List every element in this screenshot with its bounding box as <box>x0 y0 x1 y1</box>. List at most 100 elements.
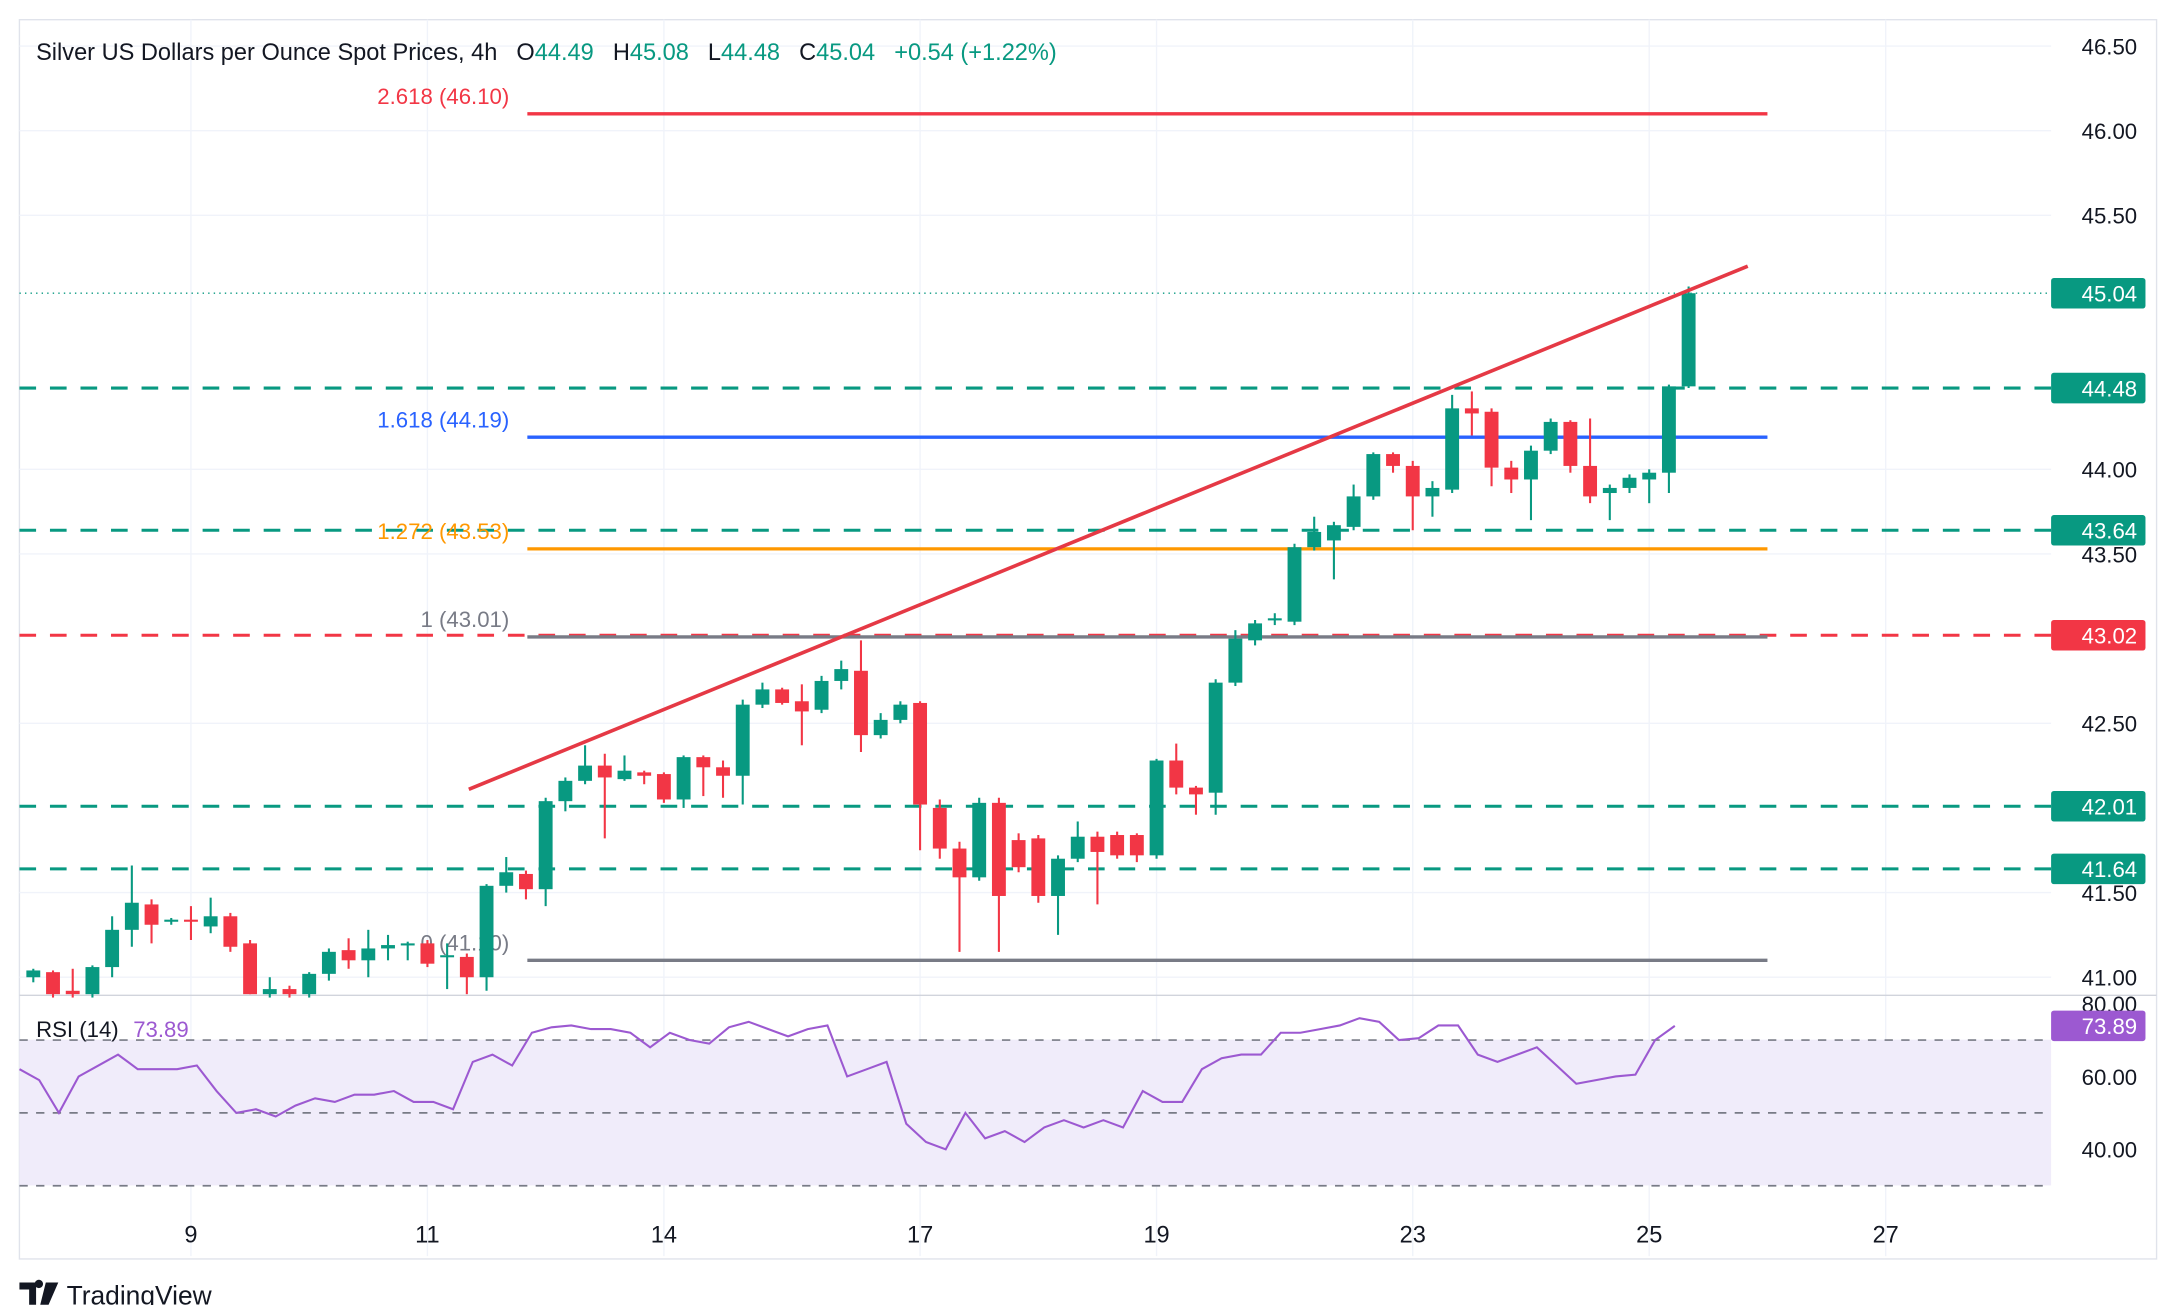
fibonacci-extension[interactable]: 2.618 (46.10) 1.618 (44.19) 1.272 (43.53) 1… <box>377 84 1768 962</box>
rsi-tick-label: 40.00 <box>2082 1138 2138 1163</box>
candle <box>873 713 888 739</box>
candle-body <box>1681 293 1696 387</box>
candle-body <box>775 689 790 703</box>
price-tick-label: 41.00 <box>2082 966 2138 991</box>
candle-body <box>1583 465 1598 497</box>
candle-body <box>1445 408 1460 490</box>
level-badge-label: 43.02 <box>2082 624 2138 649</box>
candle <box>420 939 435 968</box>
candle-body <box>1031 838 1046 896</box>
level-badge-label: 41.64 <box>2082 857 2138 882</box>
candle-body <box>1425 487 1440 497</box>
candle-body <box>558 780 573 802</box>
candle-body <box>1366 454 1381 497</box>
candle <box>578 745 593 785</box>
candle <box>105 916 120 978</box>
candle <box>1464 391 1479 436</box>
candle-body <box>1504 467 1519 480</box>
candle <box>794 684 809 746</box>
candle <box>459 953 474 995</box>
candle-body <box>1129 835 1144 856</box>
candle <box>913 701 928 851</box>
candle <box>1090 831 1105 905</box>
time-axis[interactable]: 9 11 14 17 19 23 25 27 <box>184 1221 1898 1247</box>
candle <box>1622 474 1637 494</box>
candle-body <box>696 757 711 768</box>
candle-body <box>597 765 612 778</box>
candle <box>223 912 238 952</box>
candle-body <box>243 943 258 995</box>
candle <box>519 870 533 900</box>
low-label: L <box>708 39 721 65</box>
candle-body <box>262 989 277 995</box>
candle <box>1307 516 1322 551</box>
fib-level-label: 1 (43.01) <box>420 607 509 632</box>
trendline[interactable] <box>468 264 1749 791</box>
tradingview-logo[interactable]: TradingView <box>19 1279 213 1305</box>
candle <box>499 857 514 893</box>
candle <box>1110 831 1125 859</box>
candle-body <box>65 990 80 995</box>
price-axis[interactable]: 46.50 46.00 45.50 44.00 43.50 42.50 41.50 41.00… <box>2051 34 2146 1163</box>
candle-body <box>1248 623 1263 641</box>
candle <box>1583 418 1598 504</box>
candle-body <box>932 807 947 849</box>
candle <box>1149 758 1164 859</box>
candle-body <box>952 848 967 878</box>
candle-body <box>913 702 928 805</box>
candle <box>26 968 41 983</box>
candle-body <box>164 919 179 922</box>
candle <box>1524 445 1538 521</box>
level-badge <box>2051 619 2146 651</box>
time-tick-label: 9 <box>184 1221 197 1247</box>
candle-body <box>716 767 730 776</box>
price-tick-label: 43.50 <box>2082 542 2138 567</box>
price-tick-label: 44.00 <box>2082 458 2138 483</box>
level-badge <box>2051 515 2146 546</box>
ohlc-legend: Silver US Dollars per Ounce Spot Prices,… <box>36 39 1057 65</box>
rsi-legend: RSI (14) 73.89 <box>36 1017 189 1042</box>
candle <box>65 968 80 998</box>
candle <box>676 755 691 808</box>
candle <box>203 897 218 934</box>
candle-body <box>105 929 120 968</box>
candle-body <box>420 943 435 964</box>
candle-body <box>991 802 1006 896</box>
trendline-group[interactable] <box>468 264 1749 791</box>
price-tick-label: 41.50 <box>2082 881 2138 906</box>
chart-frame <box>18 18 2158 1260</box>
candle-body <box>46 972 60 995</box>
candle-body <box>1386 454 1400 466</box>
candle-body <box>321 951 336 974</box>
candle <box>341 938 356 969</box>
candle-body <box>1642 472 1657 480</box>
level-badge <box>2051 372 2146 404</box>
fib-level-label: 1.272 (43.53) <box>377 519 509 544</box>
candle-body <box>1051 858 1065 896</box>
candle <box>991 797 1006 952</box>
candle-body <box>1267 618 1282 621</box>
time-tick-label: 19 <box>1143 1221 1169 1247</box>
candle <box>479 884 494 991</box>
candle <box>1248 619 1263 646</box>
rsi-value-badge-label: 73.89 <box>2082 1014 2138 1039</box>
candle <box>46 970 60 998</box>
fib-level-label: 1.618 (44.19) <box>377 407 509 432</box>
candle-body <box>519 873 533 890</box>
high-label: H <box>613 39 630 65</box>
candle-body <box>282 989 297 995</box>
candle-body <box>223 916 238 947</box>
price-tick-label: 46.50 <box>2082 34 2138 59</box>
candle-body <box>656 774 671 800</box>
price-tick-label: 45.50 <box>2082 204 2138 229</box>
rsi-value-badge <box>2051 1010 2146 1042</box>
candle-body <box>1110 835 1125 856</box>
candle-body <box>499 872 514 886</box>
candle-body <box>381 945 395 949</box>
candle <box>1267 613 1282 626</box>
candle-body <box>440 955 455 958</box>
candle <box>1189 785 1203 815</box>
candle <box>262 977 277 998</box>
candle-body <box>1169 760 1184 788</box>
